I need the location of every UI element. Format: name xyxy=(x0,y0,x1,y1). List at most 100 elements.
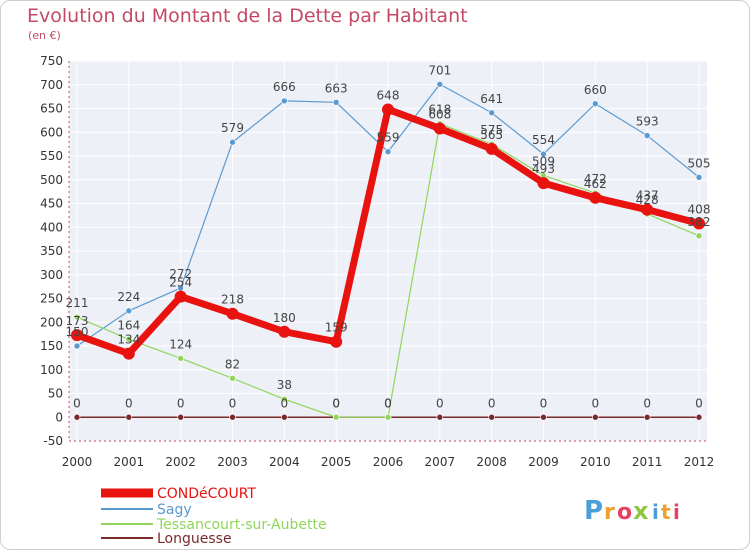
data-label-sagy: 593 xyxy=(636,115,659,129)
data-point-longuesse xyxy=(592,413,599,421)
data-label-sagy: 150 xyxy=(66,325,89,339)
x-tick-label: 2001 xyxy=(114,455,145,469)
data-label-tessancourt-sur-aubette: 428 xyxy=(636,193,659,207)
legend-label-longuesse: Longuesse xyxy=(157,531,232,547)
x-tick-label: 2009 xyxy=(528,455,559,469)
y-tick-label: 700 xyxy=(40,78,63,92)
x-tick-label: 2006 xyxy=(373,455,404,469)
data-label-tessancourt-sur-aubette: 38 xyxy=(277,378,292,392)
data-label-sagy: 224 xyxy=(117,290,140,304)
data-label-longuesse: 0 xyxy=(384,396,392,410)
data-point-cond-court xyxy=(641,203,654,216)
y-tick-label: 0 xyxy=(55,410,63,424)
data-label-sagy: 559 xyxy=(377,131,400,145)
x-tick-label: 2007 xyxy=(425,455,456,469)
data-label-cond-court: 462 xyxy=(584,177,607,191)
data-point-sagy xyxy=(229,138,236,146)
data-label-longuesse: 0 xyxy=(540,396,548,410)
data-label-longuesse: 0 xyxy=(592,396,600,410)
data-label-tessancourt-sur-aubette: 575 xyxy=(480,123,503,137)
y-tick-label: 750 xyxy=(40,54,63,68)
data-label-cond-court: 565 xyxy=(480,128,503,142)
data-point-cond-court xyxy=(71,329,83,342)
data-label-sagy: 579 xyxy=(221,121,244,135)
data-point-tessancourt-sur-aubette xyxy=(73,313,81,321)
y-tick-label: 250 xyxy=(40,292,63,306)
data-point-cond-court xyxy=(589,191,602,204)
data-label-cond-court: 218 xyxy=(221,293,244,307)
data-label-longuesse: 0 xyxy=(695,396,703,410)
chart-unit: (en €) xyxy=(28,29,61,42)
data-point-sagy xyxy=(695,174,703,181)
data-label-cond-court: 608 xyxy=(428,107,451,121)
data-point-longuesse xyxy=(177,413,184,421)
data-point-longuesse xyxy=(281,413,288,421)
y-tick-label: 200 xyxy=(40,315,63,329)
data-label-tessancourt-sur-aubette: 82 xyxy=(225,357,240,371)
data-point-longuesse xyxy=(229,413,236,421)
data-point-cond-court xyxy=(485,142,498,155)
data-point-cond-court xyxy=(174,290,187,303)
data-point-cond-court xyxy=(226,307,239,320)
data-label-longuesse: 0 xyxy=(436,396,444,410)
y-tick-label: 500 xyxy=(40,173,63,187)
data-point-tessancourt-sur-aubette xyxy=(177,355,184,362)
data-point-sagy xyxy=(73,342,81,350)
data-point-tessancourt-sur-aubette xyxy=(125,336,133,343)
data-point-cond-court xyxy=(382,103,394,116)
x-tick-label: 2005 xyxy=(321,455,352,469)
x-tick-label: 2011 xyxy=(632,455,663,469)
label-layer: 0 0 0 0 0 0 0 0 0 0 0 0 0 150 224 272 579 666 663 559 701 641… xyxy=(66,63,711,410)
data-label-cond-court: 437 xyxy=(636,189,659,203)
data-label-longuesse: 0 xyxy=(332,396,340,410)
y-tick-label: 150 xyxy=(40,339,63,353)
data-label-longuesse: 0 xyxy=(229,396,237,410)
data-point-sagy xyxy=(643,132,651,139)
data-label-cond-court: 159 xyxy=(325,321,348,335)
data-point-longuesse xyxy=(436,413,444,421)
data-point-tessancourt-sur-aubette xyxy=(695,232,703,240)
data-label-longuesse: 0 xyxy=(281,396,289,410)
data-label-cond-court: 648 xyxy=(377,88,400,102)
y-tick-label: 50 xyxy=(48,387,63,401)
logo-letter: x xyxy=(633,497,649,525)
data-point-cond-court xyxy=(122,347,135,360)
data-point-sagy xyxy=(384,148,392,156)
data-point-longuesse xyxy=(125,413,133,421)
data-label-cond-court: 254 xyxy=(169,276,192,290)
legend-label-sagy: Sagy xyxy=(157,502,192,518)
y-tick-label: 300 xyxy=(40,268,63,282)
data-point-tessancourt-sur-aubette xyxy=(332,413,340,421)
legend-label-tessancourt-sur-aubette: Tessancourt-sur-Aubette xyxy=(156,517,327,533)
data-label-tessancourt-sur-aubette: 509 xyxy=(532,154,555,168)
data-label-sagy: 701 xyxy=(428,63,451,77)
logo-letter: t xyxy=(661,500,671,524)
data-point-sagy xyxy=(125,307,133,315)
data-label-cond-court: 134 xyxy=(117,333,140,347)
data-label-sagy: 660 xyxy=(584,83,607,97)
data-label-tessancourt-sur-aubette: 124 xyxy=(169,337,192,351)
x-tick-label: 2000 xyxy=(62,455,93,469)
data-point-longuesse xyxy=(540,413,547,421)
legend: CONDéCOURTSagyTessancourt-sur-AubetteLon… xyxy=(101,486,327,547)
data-point-sagy xyxy=(281,97,288,105)
series-layer xyxy=(71,80,705,421)
data-label-tessancourt-sur-aubette: 618 xyxy=(428,103,451,117)
data-label-longuesse: 0 xyxy=(177,396,185,410)
data-label-sagy: 272 xyxy=(169,267,192,281)
data-label-sagy: 505 xyxy=(688,156,711,170)
data-label-tessancourt-sur-aubette: 0 xyxy=(384,396,392,410)
data-label-sagy: 554 xyxy=(532,133,555,147)
data-point-longuesse xyxy=(488,413,495,421)
data-point-sagy xyxy=(540,150,547,158)
y-tick-label: 400 xyxy=(40,220,63,234)
data-label-sagy: 641 xyxy=(480,92,503,106)
data-point-sagy xyxy=(332,99,340,106)
x-tick-label: 2008 xyxy=(476,455,507,469)
logo-letter: i xyxy=(652,500,659,524)
data-label-cond-court: 180 xyxy=(273,311,296,325)
data-label-longuesse: 0 xyxy=(125,396,133,410)
data-label-sagy: 663 xyxy=(325,81,348,95)
